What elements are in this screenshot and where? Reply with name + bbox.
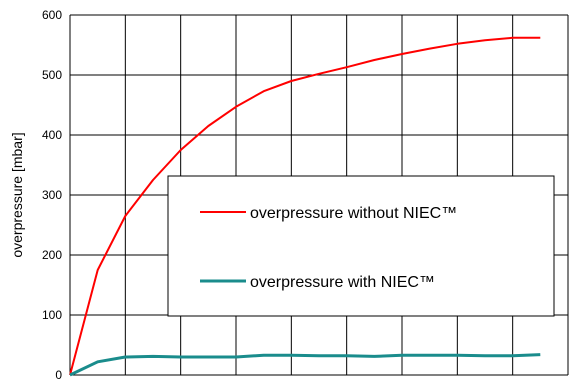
y-tick-label: 400 [42,128,62,142]
legend-label-without-niec: overpressure without NIEC™ [250,205,457,222]
y-axis-title: overpressure [mbar] [9,132,25,257]
y-tick-labels: 0 100 200 300 400 500 600 [42,8,62,382]
y-tick-label: 200 [42,248,62,262]
y-tick-label: 500 [42,68,62,82]
legend-label-with-niec: overpressure with NIEC™ [250,274,435,291]
series-line-without-niec [69,36,541,376]
y-tick-label: 600 [42,8,62,22]
y-tick-label: 0 [55,368,62,382]
series-line-with-niec [69,353,541,377]
y-tick-label: 300 [42,188,62,202]
legend: overpressure without NIEC™ overpressure … [167,175,555,317]
y-tick-label: 100 [42,308,62,322]
legend-box [167,175,555,317]
series-lines [69,36,541,377]
